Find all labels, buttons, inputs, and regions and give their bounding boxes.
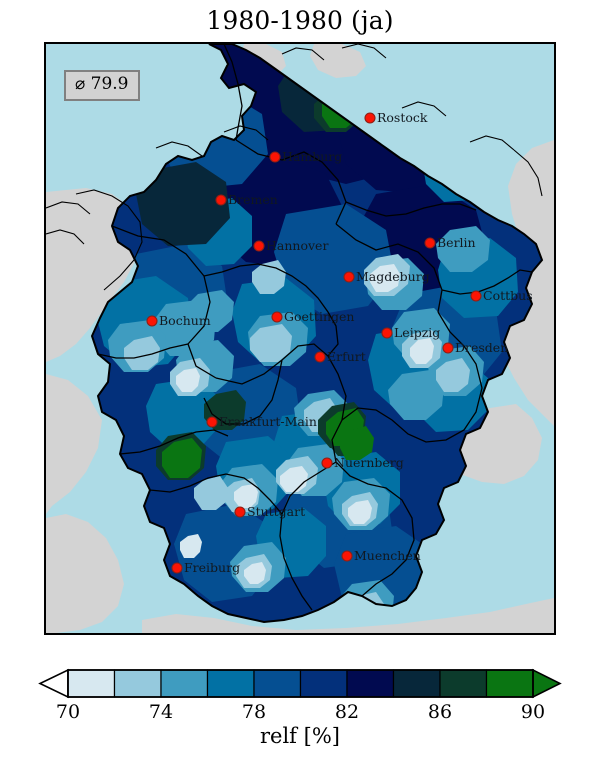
city-marker[interactable]: Bochum [146, 313, 211, 328]
city-marker[interactable]: Erfurt [314, 349, 366, 364]
city-dot[interactable] [321, 457, 333, 469]
city-label: Freiburg [184, 560, 240, 575]
map-axes[interactable]: Rostock Hamburg Bremen Hannover Berlin Magdeb… [44, 42, 556, 635]
colorbar-tick: 82 [335, 701, 359, 723]
city-label: Magdeburg [356, 269, 430, 284]
city-dot[interactable] [442, 342, 454, 354]
city-label: Leipzig [394, 325, 440, 340]
city-marker[interactable]: Goettingen [271, 309, 354, 324]
city-marker[interactable]: Freiburg [171, 560, 240, 575]
colorbar-extend-low [38, 668, 69, 699]
colorbar-band [67, 669, 116, 698]
colorbar-band [206, 669, 255, 698]
city-label: Nuernberg [334, 455, 404, 470]
city-label: Bremen [228, 192, 278, 207]
city-label: Hamburg [282, 149, 342, 164]
colorbar-tick-labels: 70 74 78 82 86 90 [56, 701, 545, 723]
city-marker[interactable]: Frankfurt-Main [206, 414, 317, 429]
colorbar-band [253, 669, 302, 698]
city-marker[interactable]: Leipzig [381, 325, 440, 340]
city-label: Rostock [377, 110, 428, 125]
city-dot[interactable] [470, 290, 482, 302]
coastline-detail [46, 44, 543, 291]
city-marker[interactable]: Hamburg [269, 149, 342, 164]
city-dot[interactable] [171, 562, 183, 574]
colorbar[interactable]: 70 74 78 82 86 90 relf [%] [0, 660, 600, 780]
city-marker[interactable]: Dresden [442, 340, 508, 355]
city-marker[interactable]: Cottbus [470, 288, 533, 303]
city-label: Muenchen [354, 548, 421, 563]
city-dot[interactable] [234, 506, 246, 518]
city-marker[interactable]: Hannover [253, 238, 328, 253]
city-dot[interactable] [381, 327, 393, 339]
colorbar-band [346, 669, 395, 698]
city-dot[interactable] [341, 550, 353, 562]
city-marker[interactable]: Bremen [215, 192, 278, 207]
city-dot[interactable] [343, 271, 355, 283]
city-label: Berlin [437, 235, 476, 250]
city-marker[interactable]: Stuttgart [234, 504, 305, 519]
city-marker[interactable]: Rostock [364, 110, 428, 125]
city-marker[interactable]: Magdeburg [343, 269, 430, 284]
city-label: Frankfurt-Main [219, 414, 317, 429]
city-marker[interactable]: Muenchen [341, 548, 421, 563]
city-marker[interactable]: Nuernberg [321, 455, 404, 470]
city-markers-layer: Rostock Hamburg Bremen Hannover Berlin Magdeb… [146, 110, 533, 575]
colorbar-extend-high [532, 668, 562, 699]
colorbar-tick: 78 [242, 701, 266, 723]
colorbar-tick: 70 [56, 701, 80, 723]
city-label: Hannover [266, 238, 328, 253]
page-title: 1980-1980 (ja) [206, 6, 394, 35]
city-dot[interactable] [206, 416, 218, 428]
city-label: Cottbus [483, 288, 533, 303]
colorbar-band [299, 669, 348, 698]
map-plot: Rostock Hamburg Bremen Hannover Berlin Magdeb… [46, 44, 554, 633]
colorbar-tick: 74 [149, 701, 173, 723]
city-label: Goettingen [284, 309, 354, 324]
city-dot[interactable] [314, 351, 326, 363]
city-marker[interactable]: Berlin [424, 235, 476, 250]
city-dot[interactable] [424, 237, 436, 249]
city-label: Erfurt [327, 349, 366, 364]
city-dot[interactable] [146, 315, 158, 327]
city-label: Bochum [159, 313, 211, 328]
colorbar-band [160, 669, 209, 698]
city-dot[interactable] [215, 194, 227, 206]
colorbar-tick: 90 [521, 701, 545, 723]
city-label: Stuttgart [247, 504, 305, 519]
colorbar-band [392, 669, 441, 698]
colorbar-band [439, 669, 488, 698]
city-dot[interactable] [253, 240, 265, 252]
state-boundaries [97, 44, 533, 611]
colorbar-band [113, 669, 162, 698]
colorbar-svg: 70 74 78 82 86 90 [38, 668, 562, 723]
colorbar-bands [38, 668, 562, 699]
colorbar-tick: 86 [428, 701, 452, 723]
city-label: Dresden [455, 340, 508, 355]
colorbar-label: relf [%] [260, 724, 340, 748]
colorbar-outline [67, 669, 534, 698]
germany-outline [90, 44, 544, 624]
colorbar-band [485, 669, 534, 698]
city-dot[interactable] [271, 311, 283, 323]
city-dot[interactable] [269, 151, 281, 163]
city-dot[interactable] [364, 112, 376, 124]
mean-annotation: ⌀ 79.9 [64, 70, 140, 101]
